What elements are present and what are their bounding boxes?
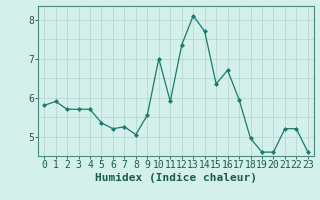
X-axis label: Humidex (Indice chaleur): Humidex (Indice chaleur) (95, 173, 257, 183)
